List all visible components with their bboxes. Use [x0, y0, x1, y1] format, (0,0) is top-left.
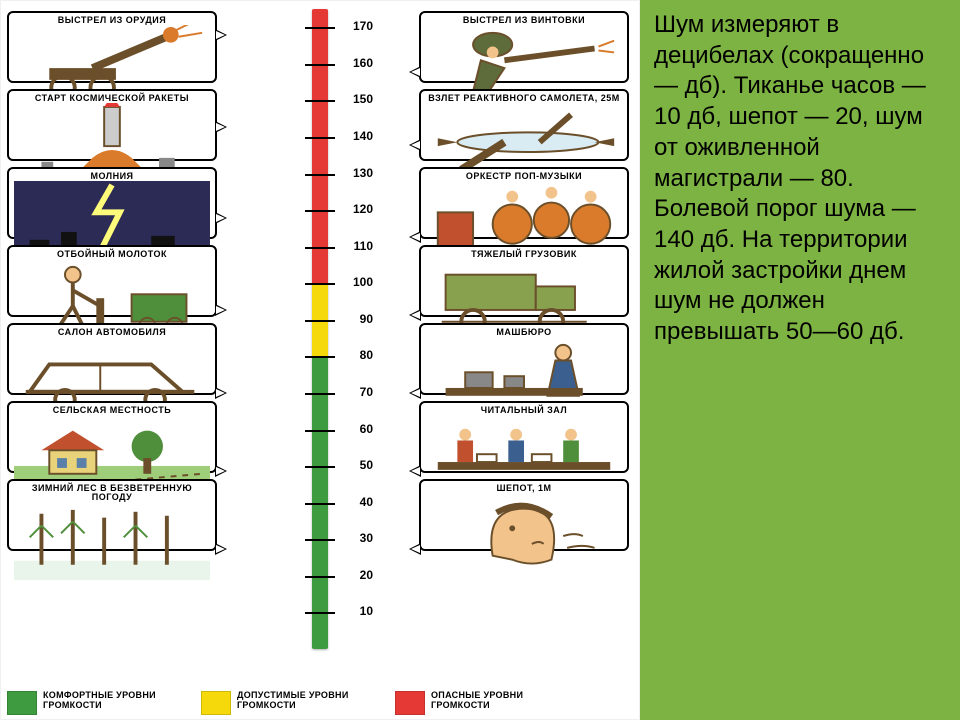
- tick-label: 40: [360, 495, 373, 509]
- zone-100-175: [312, 9, 328, 283]
- scale-color-bar: [312, 9, 328, 649]
- legend: КОМФОРТНЫЕ УРОВНИ ГРОМКОСТИ ДОПУСТИМЫЕ УР…: [7, 691, 633, 715]
- rocket-launch-label: СТАРТ КОСМИЧЕСКОЙ РАКЕТЫ: [14, 94, 210, 103]
- legend-item: ДОПУСТИМЫЕ УРОВНИ ГРОМКОСТИ: [201, 691, 377, 715]
- heavy-truck-card: ТЯЖЕЛЫЙ ГРУЗОВИК: [419, 245, 629, 317]
- tick-label: 120: [353, 202, 373, 216]
- tick-60: 60: [291, 430, 349, 431]
- lightning-label: МОЛНИЯ: [14, 172, 210, 181]
- tick-label: 130: [353, 166, 373, 180]
- tick-label: 10: [360, 604, 373, 618]
- tick-label: 80: [360, 348, 373, 362]
- reading-room-label: ЧИТАЛЬНЫЙ ЗАЛ: [426, 406, 622, 415]
- tick-80: 80: [291, 356, 349, 357]
- pointer-icon: [409, 231, 421, 243]
- tick-170: 170: [291, 27, 349, 28]
- legend-swatch: [201, 691, 231, 715]
- pop-orchestra-label: ОРКЕСТР ПОП-МУЗЫКИ: [426, 172, 622, 181]
- jet-takeoff-label: ВЗЛЕТ РЕАКТИВНОГО САМОЛЕТА, 25М: [426, 94, 622, 103]
- jet-takeoff-card: ВЗЛЕТ РЕАКТИВНОГО САМОЛЕТА, 25М: [419, 89, 629, 161]
- countryside-label: СЕЛЬСКАЯ МЕСТНОСТЬ: [14, 406, 210, 415]
- whisper-card: ШЕПОТ, 1М: [419, 479, 629, 551]
- tick-140: 140: [291, 137, 349, 138]
- tick-150: 150: [291, 100, 349, 101]
- tick-110: 110: [291, 247, 349, 248]
- pointer-icon: [409, 387, 421, 399]
- car-interior-card: САЛОН АВТОМОБИЛЯ: [7, 323, 217, 395]
- tick-label: 140: [353, 129, 373, 143]
- decibel-scale: 10 20 30 40 50 60 70 80 90 100 110 120 130 140 150 160 1…: [291, 9, 349, 649]
- tick-160: 160: [291, 64, 349, 65]
- tick-label: 100: [353, 275, 373, 289]
- legend-swatch: [395, 691, 425, 715]
- tick-100: 100: [291, 283, 349, 284]
- tick-50: 50: [291, 466, 349, 467]
- tick-label: 160: [353, 56, 373, 70]
- pointer-icon: [215, 543, 227, 555]
- tick-label: 110: [354, 239, 373, 253]
- tick-40: 40: [291, 503, 349, 504]
- pointer-icon: [215, 212, 227, 224]
- tick-label: 150: [353, 92, 373, 106]
- car-interior-label: САЛОН АВТОМОБИЛЯ: [14, 328, 210, 337]
- countryside-card: СЕЛЬСКАЯ МЕСТНОСТЬ: [7, 401, 217, 473]
- tick-label: 90: [360, 312, 373, 326]
- pointer-icon: [409, 543, 421, 555]
- typing-office-label: МАШБЮРО: [426, 328, 622, 337]
- winter-forest-label: ЗИМНИЙ ЛЕС В БЕЗВЕТРЕННУЮ ПОГОДУ: [14, 484, 210, 502]
- pop-orchestra-card: ОРКЕСТР ПОП-МУЗЫКИ: [419, 167, 629, 239]
- noise-scale-diagram: ВЫСТРЕЛ ИЗ ОРУДИЯ СТАРТ КОСМИЧЕСКОЙ РАКЕТ…: [0, 0, 640, 720]
- pointer-icon: [409, 66, 421, 78]
- tick-70: 70: [291, 393, 349, 394]
- pointer-icon: [215, 304, 227, 316]
- typing-office-card: МАШБЮРО: [419, 323, 629, 395]
- pointer-icon: [215, 387, 227, 399]
- heavy-truck-label: ТЯЖЕЛЫЙ ГРУЗОВИК: [426, 250, 622, 259]
- gun-shot-label: ВЫСТРЕЛ ИЗ ОРУДИЯ: [14, 16, 210, 25]
- description-text: Шум измеряют в децибелах (сокращенно — д…: [640, 0, 960, 720]
- jackhammer-label: ОТБОЙНЫЙ МОЛОТОК: [14, 250, 210, 259]
- rifle-shot-label: ВЫСТРЕЛ ИЗ ВИНТОВКИ: [426, 16, 622, 25]
- gun-shot-card: ВЫСТРЕЛ ИЗ ОРУДИЯ: [7, 11, 217, 83]
- legend-item: КОМФОРТНЫЕ УРОВНИ ГРОМКОСТИ: [7, 691, 183, 715]
- tick-20: 20: [291, 576, 349, 577]
- rifle-shot-card: ВЫСТРЕЛ ИЗ ВИНТОВКИ: [419, 11, 629, 83]
- right-sources-column: ВЫСТРЕЛ ИЗ ВИНТОВКИ ВЗЛЕТ РЕАКТИВНОГО САМ…: [419, 5, 629, 557]
- tick-10: 10: [291, 612, 349, 613]
- jackhammer-card: ОТБОЙНЫЙ МОЛОТОК: [7, 245, 217, 317]
- tick-label: 50: [360, 458, 373, 472]
- winter-forest-icon: [14, 502, 210, 580]
- pointer-icon: [409, 139, 421, 151]
- tick-120: 120: [291, 210, 349, 211]
- pointer-icon: [215, 121, 227, 133]
- pointer-icon: [409, 465, 421, 477]
- whisper-icon: [426, 493, 622, 571]
- legend-swatch: [7, 691, 37, 715]
- tick-130: 130: [291, 174, 349, 175]
- pointer-icon: [215, 465, 227, 477]
- tick-label: 170: [353, 19, 373, 33]
- winter-forest-card: ЗИМНИЙ ЛЕС В БЕЗВЕТРЕННУЮ ПОГОДУ: [7, 479, 217, 551]
- legend-label: ДОПУСТИМЫЕ УРОВНИ ГРОМКОСТИ: [237, 691, 377, 711]
- tick-90: 90: [291, 320, 349, 321]
- legend-label: ОПАСНЫЕ УРОВНИ ГРОМКОСТИ: [431, 691, 571, 711]
- pointer-icon: [215, 29, 227, 41]
- tick-label: 20: [360, 568, 373, 582]
- lightning-card: МОЛНИЯ: [7, 167, 217, 239]
- rocket-launch-card: СТАРТ КОСМИЧЕСКОЙ РАКЕТЫ: [7, 89, 217, 161]
- legend-item: ОПАСНЫЕ УРОВНИ ГРОМКОСТИ: [395, 691, 571, 715]
- legend-label: КОМФОРТНЫЕ УРОВНИ ГРОМКОСТИ: [43, 691, 183, 711]
- pointer-icon: [409, 309, 421, 321]
- tick-label: 70: [360, 385, 373, 399]
- tick-30: 30: [291, 539, 349, 540]
- left-sources-column: ВЫСТРЕЛ ИЗ ОРУДИЯ СТАРТ КОСМИЧЕСКОЙ РАКЕТ…: [7, 5, 217, 557]
- reading-room-card: ЧИТАЛЬНЫЙ ЗАЛ: [419, 401, 629, 473]
- whisper-label: ШЕПОТ, 1М: [426, 484, 622, 493]
- tick-label: 60: [360, 422, 373, 436]
- tick-label: 30: [360, 531, 373, 545]
